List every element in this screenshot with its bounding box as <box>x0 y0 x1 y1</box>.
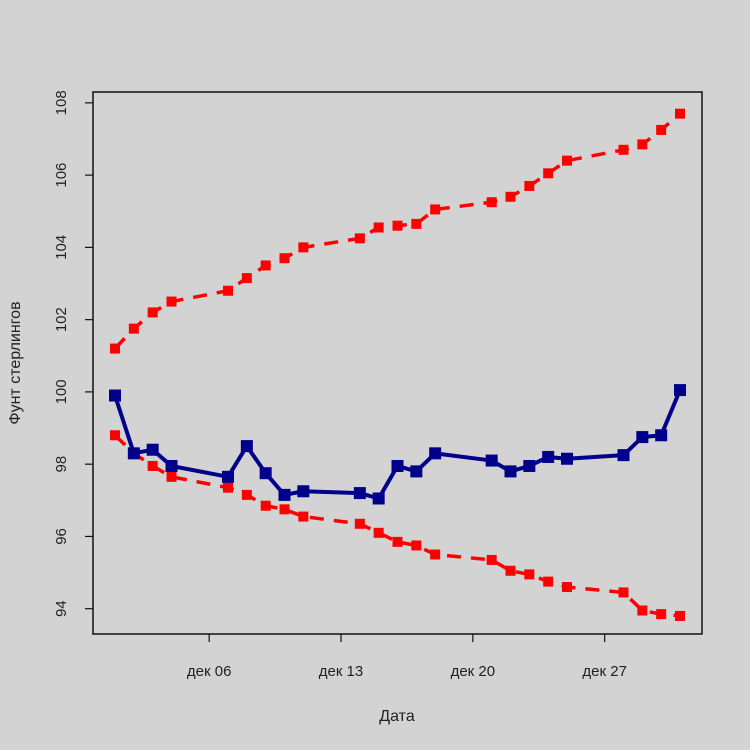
data-point <box>543 576 554 587</box>
x-tick-label: дек 27 <box>582 663 627 680</box>
data-point <box>505 565 516 576</box>
x-axis: дек 06 дек 13 дек 20 дек 27 <box>187 634 627 680</box>
data-point <box>636 431 649 444</box>
data-point <box>618 144 629 155</box>
data-point <box>675 610 685 621</box>
data-point <box>430 204 441 215</box>
data-point <box>147 460 158 471</box>
data-point <box>298 511 309 522</box>
series-line <box>113 434 681 618</box>
data-point <box>372 492 385 505</box>
data-point <box>109 389 121 402</box>
data-point <box>637 605 648 616</box>
data-point <box>110 343 120 354</box>
y-axis-title: Фунт стерлингов <box>7 301 24 424</box>
data-point <box>543 168 554 179</box>
data-point <box>674 384 686 397</box>
data-point <box>260 260 271 271</box>
data-point <box>165 459 178 472</box>
data-point <box>411 218 422 229</box>
series-1 <box>110 108 685 354</box>
data-point <box>166 471 177 482</box>
series-line <box>113 112 682 350</box>
series-layer <box>109 108 686 621</box>
y-axis: 94 96 98 100 102 104 106 108 <box>53 90 93 617</box>
data-point <box>617 449 630 462</box>
data-point <box>260 500 271 511</box>
data-point <box>562 582 572 593</box>
data-point <box>542 450 555 463</box>
data-point <box>147 307 158 318</box>
data-point <box>505 191 516 202</box>
data-point <box>562 155 572 166</box>
data-point <box>240 440 253 453</box>
y-tick-label: 102 <box>53 307 70 332</box>
data-point <box>241 273 252 284</box>
y-tick-label: 94 <box>53 600 70 617</box>
data-point <box>411 540 422 551</box>
data-point <box>354 518 365 529</box>
data-point <box>523 459 536 472</box>
data-point <box>410 465 423 478</box>
data-point <box>128 323 139 334</box>
data-point <box>223 482 233 493</box>
data-point <box>656 124 667 135</box>
series-2 <box>110 430 685 621</box>
data-point <box>392 220 403 231</box>
data-point <box>298 242 309 253</box>
data-point <box>486 554 497 565</box>
data-point <box>297 485 310 498</box>
data-point <box>279 253 290 264</box>
data-point <box>353 487 366 500</box>
data-point <box>430 549 441 560</box>
data-point <box>223 285 233 296</box>
data-point <box>637 139 648 150</box>
data-point <box>524 569 535 580</box>
data-point <box>166 296 177 307</box>
data-point <box>127 447 140 460</box>
data-point <box>241 489 252 500</box>
y-tick-label: 98 <box>53 456 70 473</box>
data-point <box>486 197 497 208</box>
data-point <box>146 443 159 456</box>
data-point <box>524 180 535 191</box>
data-point <box>279 504 290 515</box>
data-point <box>429 447 442 460</box>
data-point <box>354 233 365 244</box>
y-tick-label: 108 <box>53 90 70 115</box>
y-tick-label: 96 <box>53 528 70 545</box>
data-point <box>259 467 272 480</box>
data-point <box>278 488 291 501</box>
x-axis-title: Дата <box>379 708 415 725</box>
data-point <box>561 452 573 465</box>
data-point <box>656 609 667 620</box>
data-point <box>655 429 668 442</box>
x-tick-label: дек 20 <box>451 663 496 680</box>
data-point <box>110 430 120 441</box>
series-0 <box>109 384 686 505</box>
x-tick-label: дек 06 <box>187 663 232 680</box>
data-point <box>391 459 404 472</box>
y-tick-label: 100 <box>53 379 70 404</box>
data-point <box>504 465 517 478</box>
x-tick-label: дек 13 <box>319 663 364 680</box>
data-point <box>222 470 234 483</box>
data-point <box>373 222 384 233</box>
y-tick-label: 106 <box>53 163 70 188</box>
data-point <box>675 108 685 119</box>
data-point <box>618 587 629 598</box>
data-point <box>485 454 498 467</box>
data-point <box>373 527 384 538</box>
data-point <box>392 536 403 547</box>
y-tick-label: 104 <box>53 235 70 260</box>
plot-frame <box>92 91 703 635</box>
